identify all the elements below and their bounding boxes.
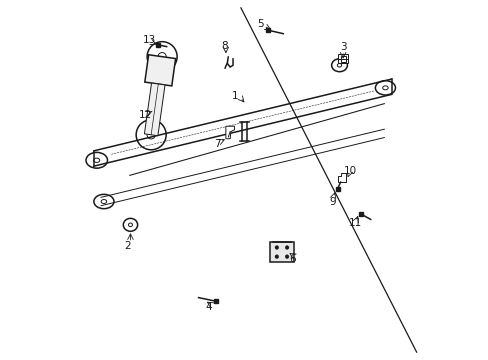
Ellipse shape xyxy=(147,42,177,72)
Ellipse shape xyxy=(331,59,346,72)
Ellipse shape xyxy=(86,152,107,168)
Text: 1: 1 xyxy=(232,91,238,101)
Text: 5: 5 xyxy=(257,19,264,29)
Polygon shape xyxy=(338,173,345,182)
Text: 4: 4 xyxy=(205,302,211,312)
Polygon shape xyxy=(144,55,175,86)
Bar xyxy=(270,242,293,262)
Ellipse shape xyxy=(337,63,341,67)
Circle shape xyxy=(274,246,278,249)
Ellipse shape xyxy=(94,158,100,162)
Ellipse shape xyxy=(136,120,166,150)
Ellipse shape xyxy=(147,131,155,139)
Polygon shape xyxy=(225,126,234,139)
Ellipse shape xyxy=(128,223,132,226)
Ellipse shape xyxy=(158,53,166,61)
Ellipse shape xyxy=(123,219,137,231)
Text: 9: 9 xyxy=(328,197,335,207)
Text: 10: 10 xyxy=(343,166,356,176)
Polygon shape xyxy=(338,54,347,63)
Text: 13: 13 xyxy=(142,35,156,45)
Ellipse shape xyxy=(101,199,106,203)
Text: 2: 2 xyxy=(124,241,131,251)
Circle shape xyxy=(285,246,288,249)
Text: 8: 8 xyxy=(221,41,227,50)
Circle shape xyxy=(285,255,288,258)
Ellipse shape xyxy=(375,81,395,95)
Text: 11: 11 xyxy=(348,218,362,228)
Polygon shape xyxy=(144,83,164,136)
Ellipse shape xyxy=(94,194,114,209)
Polygon shape xyxy=(340,55,346,62)
Text: 12: 12 xyxy=(139,111,152,121)
Circle shape xyxy=(274,255,278,258)
Text: 6: 6 xyxy=(289,254,296,264)
Text: 3: 3 xyxy=(339,42,346,52)
Text: 7: 7 xyxy=(214,139,221,149)
Ellipse shape xyxy=(382,86,387,90)
